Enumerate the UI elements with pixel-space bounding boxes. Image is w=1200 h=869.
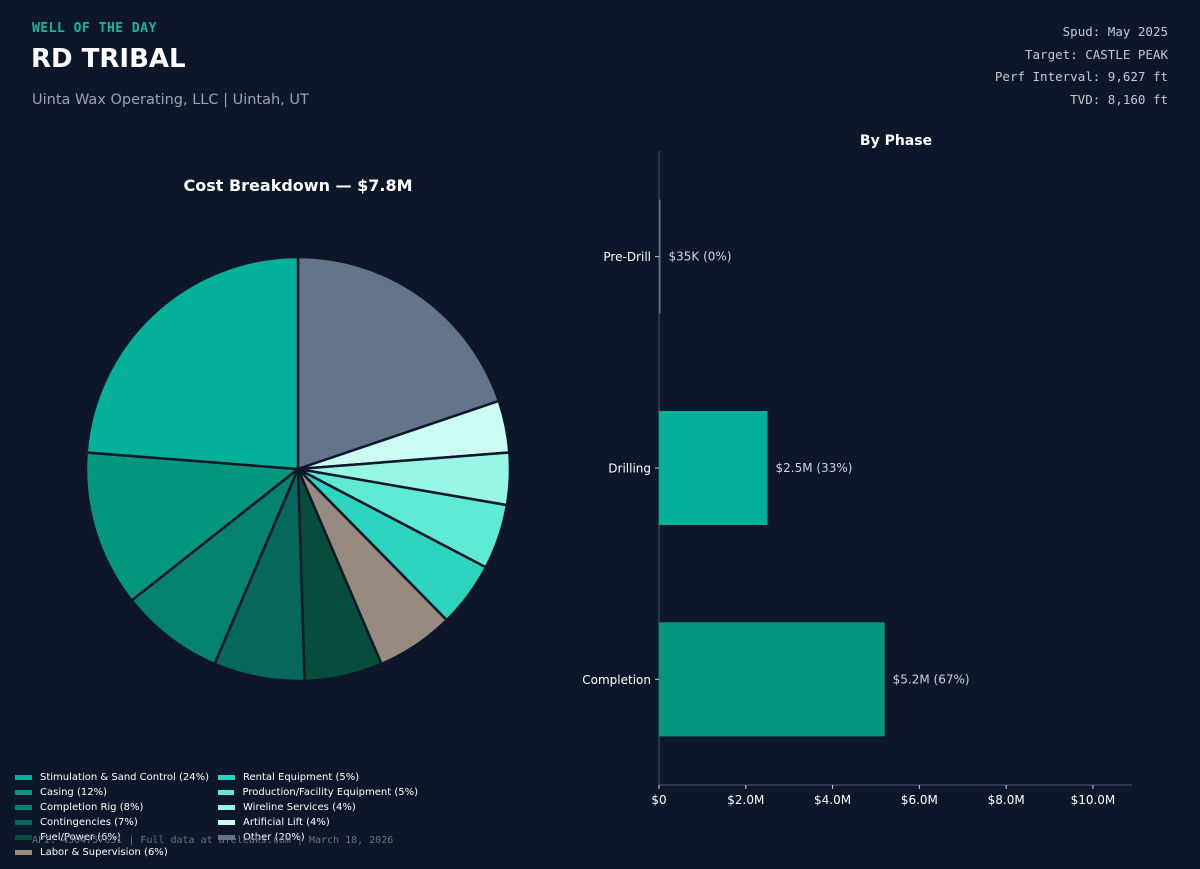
meta-target: Target: CASTLE PEAK [1025,46,1168,62]
bar-value-label: $5.2M (67%) [893,672,970,686]
x-tick-label: $4.0M [814,793,851,807]
x-tick-label: $8.0M [988,793,1025,807]
bar-drilling [659,410,768,526]
legend-label: Rental Equipment (5%) [243,772,360,783]
legend-swatch [15,820,32,825]
legend-label: Other (20%) [243,832,305,843]
legend-swatch [218,805,235,810]
x-tick-label: $0 [651,793,666,807]
legend-label: Production/Facility Equipment (5%) [242,787,418,798]
pie-legend: Stimulation & Sand Control (24%) Casing (… [15,770,418,860]
x-tick-label: $10.0M [1071,793,1116,807]
pie-slice-other [296,255,501,471]
pie-slice-completion-rig [130,467,300,666]
legend-item-artificial-lift: Artificial Lift (4%) [218,815,418,830]
legend-label: Stimulation & Sand Control (24%) [40,772,210,783]
x-tick-label: $2.0M [727,793,764,807]
meta-spud: Spud: May 2025 [1062,24,1168,39]
legend-swatch [218,775,235,780]
y-tick-label: Pre-Drill [603,250,651,264]
well-title: RD TRIBAL [31,44,186,74]
bar-value-label: $35K (0%) [669,250,732,264]
legend-item-other: Other (20%) [218,830,418,845]
y-tick-label: Completion [582,673,651,687]
legend-item-rental-equipment: Rental Equipment (5%) [218,770,418,785]
legend-swatch [15,835,32,840]
bar-title: By Phase [860,133,932,149]
meta-tvd: TVD: 8,160 ft [1070,91,1168,107]
footer-note: API: 4304757631 | Full data at afeleaks.… [32,835,394,846]
legend-item-wireline-services: Wireline Services (4%) [218,800,418,815]
legend-item-contingencies: Contingencies (7%) [15,815,218,830]
bar-pre-drill [659,199,661,314]
bar-chart: By Phase $0 $2.0M $4.0M $6.0M $8.0M $10.0M Pre-… [582,133,1132,807]
legend-swatch [218,835,235,840]
legend-label: Artificial Lift (4%) [243,817,330,828]
legend-item-casing: Casing (12%) [15,785,218,800]
pie-slice-stimulation-sand-control [85,255,300,471]
legend-swatch [218,820,235,825]
pie-slice-casing [84,451,300,602]
pie-chart: Cost Breakdown — $7.8M [84,176,512,683]
pie-title: Cost Breakdown — $7.8M [183,176,412,195]
legend-label: Contingencies (7%) [40,817,138,828]
legend-swatch [15,775,32,780]
legend-label: Wireline Services (4%) [243,802,356,813]
operator-subtitle: Uinta Wax Operating, LLC | Uintah, UT [32,92,309,108]
eyebrow-label: WELL OF THE DAY [32,21,157,36]
legend-item-production-facility-equipment: Production/Facility Equipment (5%) [218,785,418,800]
legend-item-completion-rig: Completion Rig (8%) [15,800,218,815]
bar-completion [659,622,885,737]
well-meta: Spud: May 2025 Target: CASTLE PEAK Perf … [995,21,1168,111]
meta-perf-interval: Perf Interval: 9,627 ft [994,69,1168,84]
legend-item-fuel-power: Fuel/Power (6%) [15,830,218,845]
legend-label: Labor & Supervision (6%) [40,847,168,858]
legend-swatch [15,805,32,810]
x-tick-label: $6.0M [901,793,938,807]
legend-item-labor-supervision: Labor & Supervision (6%) [15,845,218,860]
legend-label: Fuel/Power (6%) [40,832,121,843]
legend-label: Completion Rig (8%) [40,802,144,813]
bar-value-label: $2.5M (33%) [775,461,852,475]
y-tick-label: Drilling [608,462,651,476]
legend-swatch [218,790,235,795]
legend-swatch [15,850,32,855]
legend-label: Casing (12%) [40,787,107,798]
legend-item-stimulation-sand-control: Stimulation & Sand Control (24%) [15,770,218,785]
legend-swatch [15,790,32,795]
